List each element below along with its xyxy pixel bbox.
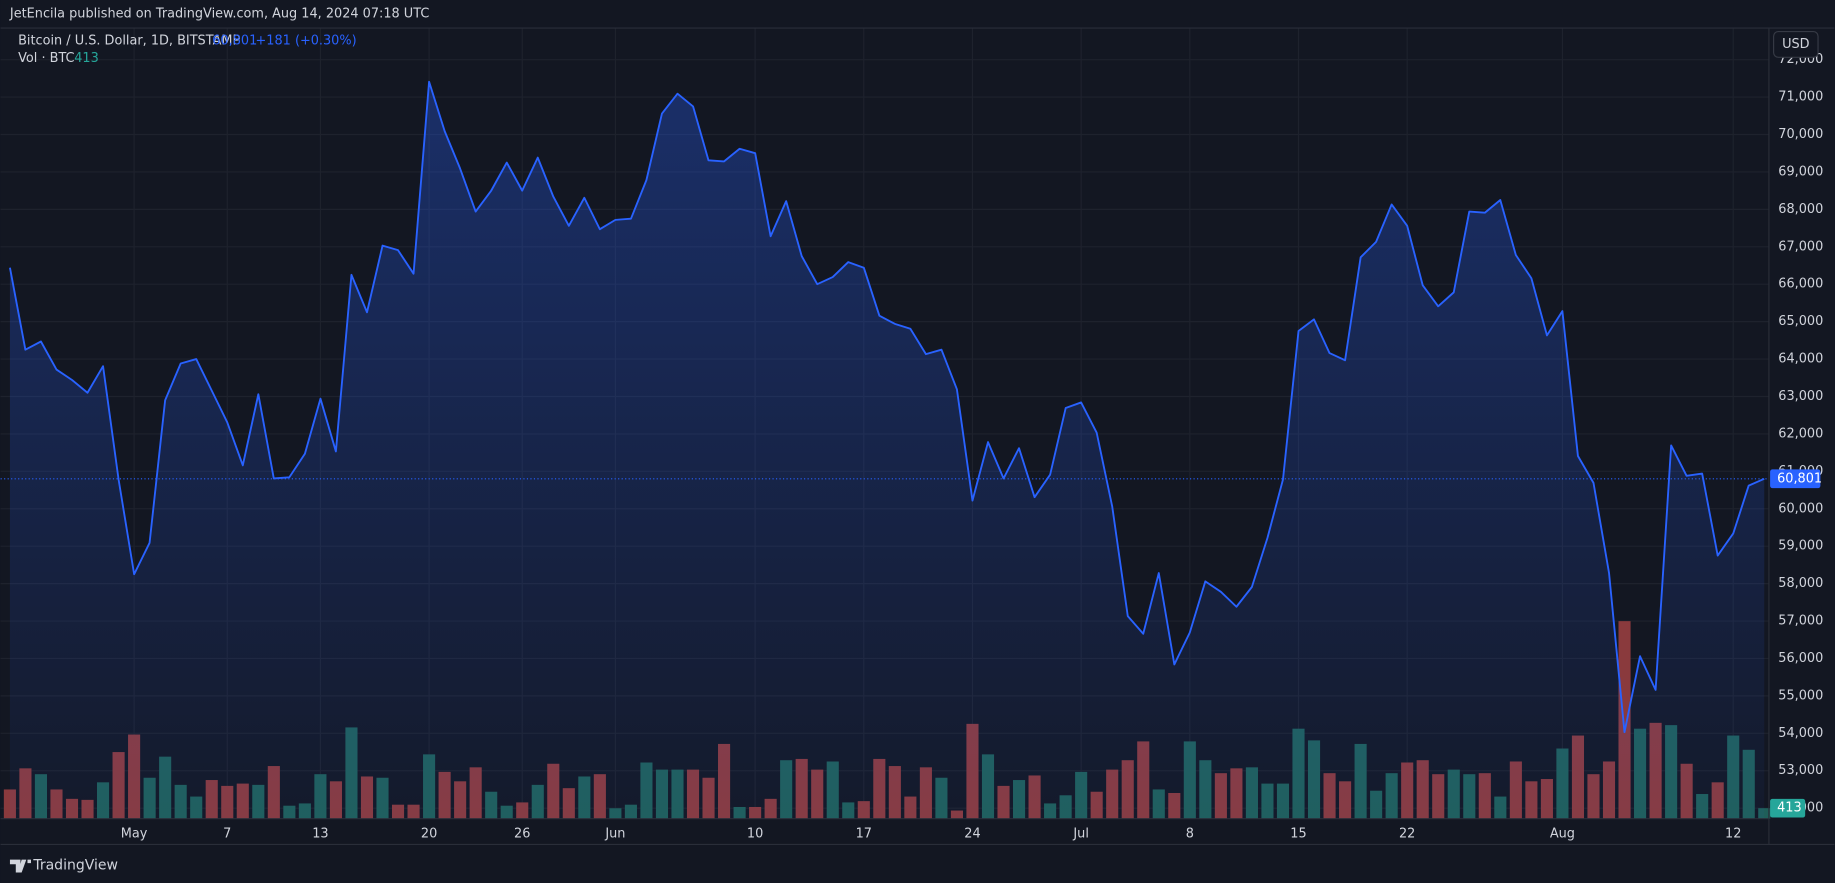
y-tick-label: 68,000 — [1778, 202, 1823, 217]
x-tick-label: 24 — [964, 826, 980, 841]
legend-volume-name: Vol · BTC — [18, 51, 74, 66]
y-tick-label: 63,000 — [1778, 389, 1823, 404]
last-price-badge — [1770, 469, 1821, 489]
x-tick-label: 10 — [747, 826, 763, 841]
last-volume-label: 413 — [1777, 801, 1802, 816]
x-tick-label: 26 — [514, 826, 530, 841]
y-tick-label: 66,000 — [1778, 277, 1823, 292]
y-tick-label: 55,000 — [1778, 688, 1823, 703]
x-tick-label: 7 — [223, 826, 231, 841]
footer-brand: TradingView — [32, 857, 118, 873]
x-tick-label: May — [121, 826, 148, 841]
area-fill — [9, 81, 1765, 819]
x-tick-label: Jun — [604, 826, 625, 841]
y-tick-label: 53,000 — [1778, 763, 1823, 778]
y-tick-label: 70,000 — [1778, 127, 1823, 142]
x-tick-label: 20 — [421, 826, 437, 841]
publish-info: JetEncila published on TradingView.com, … — [9, 7, 429, 22]
x-tick-label: 22 — [1399, 826, 1415, 841]
price-pane — [0, 80, 1769, 819]
y-tick-label: 60,000 — [1778, 501, 1823, 516]
x-tick-label: 13 — [312, 826, 328, 841]
y-tick-label: 56,000 — [1778, 651, 1823, 666]
y-tick-label: 64,000 — [1778, 352, 1823, 367]
currency-label[interactable]: USD — [1782, 37, 1810, 52]
y-tick-label: 69,000 — [1778, 164, 1823, 179]
y-tick-label: 71,000 — [1778, 90, 1823, 105]
y-tick-label: 58,000 — [1778, 576, 1823, 591]
y-tick-label: 59,000 — [1778, 539, 1823, 554]
currency-button[interactable] — [1773, 30, 1819, 58]
y-tick-label: 57,000 — [1778, 614, 1823, 629]
legend-volume-value: 413 — [74, 51, 99, 66]
x-tick-label: 8 — [1186, 826, 1194, 841]
x-tick-label: 17 — [856, 826, 872, 841]
x-tick-label: 15 — [1290, 826, 1306, 841]
y-tick-label: 54,000 — [1778, 726, 1823, 741]
y-tick-label: 67,000 — [1778, 239, 1823, 254]
x-tick-label: Aug — [1550, 826, 1575, 841]
last-price-label: 60,801 — [1777, 471, 1822, 486]
legend-change: +181 (+0.30%) — [256, 33, 357, 48]
x-tick-label: 12 — [1725, 826, 1741, 841]
axes: 52,00053,00054,00055,00056,00057,00058,0… — [121, 52, 1823, 841]
y-tick-label: 62,000 — [1778, 426, 1823, 441]
price-line — [9, 80, 1765, 734]
legend-series-name: Bitcoin / U.S. Dollar, 1D, BITSTAMP — [18, 33, 240, 48]
x-tick-label: Jul — [1072, 826, 1089, 841]
y-tick-label: 65,000 — [1778, 314, 1823, 329]
legend-last-price: 60,801 — [212, 33, 257, 48]
volume-bar — [1758, 808, 1771, 819]
last-volume-badge — [1770, 798, 1806, 818]
tradingview-logo — [9, 859, 31, 873]
